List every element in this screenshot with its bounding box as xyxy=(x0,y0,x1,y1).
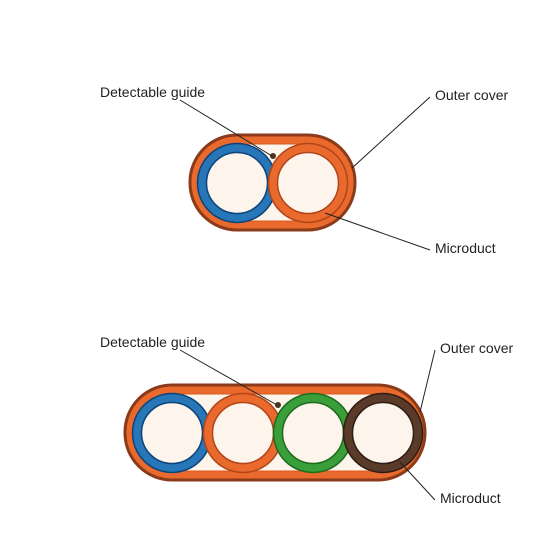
microduct xyxy=(348,398,418,468)
detectable-guide xyxy=(275,402,281,408)
leader-line xyxy=(352,97,430,168)
detectable-guide xyxy=(270,153,276,159)
microduct-diagram: Detectable guide Outer cover Microduct Dete… xyxy=(0,0,552,552)
leader-line xyxy=(325,213,430,250)
leader-line xyxy=(400,462,435,500)
microduct xyxy=(137,398,207,468)
label-microduct: Microduct xyxy=(435,240,496,256)
leader-line xyxy=(420,350,435,412)
microduct xyxy=(278,398,348,468)
microduct xyxy=(202,148,272,218)
label-outer-cover: Outer cover xyxy=(440,340,513,356)
label-detectable-guide: Detectable guide xyxy=(100,84,205,100)
microduct xyxy=(273,148,343,218)
label-outer-cover: Outer cover xyxy=(435,87,508,103)
label-detectable-guide: Detectable guide xyxy=(100,334,205,350)
label-microduct: Microduct xyxy=(440,490,501,506)
microduct xyxy=(208,398,278,468)
